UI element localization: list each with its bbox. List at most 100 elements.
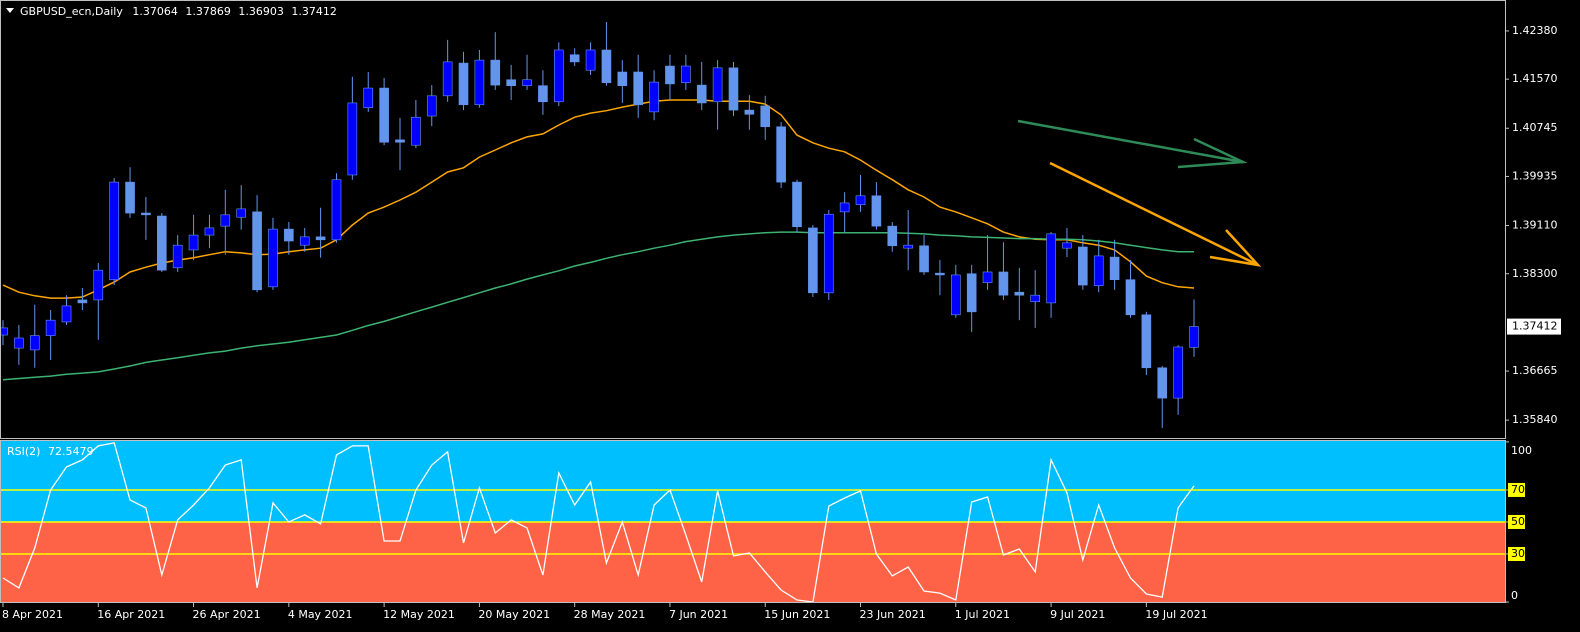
arrow-head — [1177, 137, 1248, 169]
arrow-shaft — [1049, 161, 1259, 267]
green-arrow — [1017, 119, 1248, 169]
candle-body — [77, 299, 88, 304]
chart-header: GBPUSD_ecn,Daily 1.37064 1.37869 1.36903… — [20, 5, 337, 18]
candle-body — [109, 181, 119, 281]
y-tick-label: 1.38300 — [1512, 267, 1558, 280]
candle-body — [553, 49, 564, 103]
candle-body — [966, 273, 977, 313]
candle-body — [665, 65, 675, 85]
x-tick-label: 19 Jul 2021 — [1145, 608, 1207, 621]
y-tick-label: 1.40745 — [1512, 121, 1558, 134]
candle-body — [681, 65, 691, 84]
candle-body — [1078, 246, 1088, 286]
candle-body — [617, 71, 628, 86]
price-frame — [0, 0, 1506, 439]
candle-body — [474, 59, 485, 106]
candle-body — [712, 67, 723, 103]
candle-body — [744, 109, 755, 115]
candle-body — [379, 87, 389, 143]
candle-body — [633, 71, 644, 106]
candle-body — [458, 62, 469, 106]
price-plot — [0, 22, 1199, 603]
x-tick-label: 9 Jul 2021 — [1050, 608, 1105, 621]
candle-body — [125, 181, 135, 214]
candle-body — [585, 49, 596, 71]
last-high: 1.37869 — [185, 5, 231, 18]
candle-body — [284, 228, 294, 242]
moving-average — [2, 231, 1194, 381]
candle-body — [14, 337, 24, 349]
candle-body — [728, 67, 739, 111]
candle-body — [315, 236, 326, 241]
candle-body — [871, 195, 882, 227]
rsi-frame — [0, 440, 1506, 603]
last-open: 1.37064 — [132, 5, 178, 18]
x-tick-label: 8 Apr 2021 — [2, 608, 63, 621]
rsi-last: 72.5479 — [48, 445, 94, 458]
candle-body — [935, 272, 945, 276]
rsi-tick-label: 30 — [1511, 547, 1525, 560]
candle-body — [141, 212, 151, 216]
candle-body — [61, 305, 72, 323]
x-tick-label: 1 Jul 2021 — [955, 608, 1010, 621]
candle-body — [490, 59, 501, 86]
moving-average — [2, 99, 1195, 299]
axes: 1.42380 1.41570 1.40745 1.39935 1.39110 1.383… — [2, 24, 1561, 621]
candle-body — [157, 215, 167, 271]
candle-body — [760, 105, 771, 128]
x-tick-label: 12 May 2021 — [383, 608, 455, 621]
rsi-tick-label: 0 — [1511, 589, 1518, 602]
candle-body — [1173, 346, 1183, 399]
candle-body — [188, 234, 199, 251]
candle-body — [220, 214, 231, 227]
candle-body — [172, 244, 183, 269]
candle-body — [1109, 256, 1120, 281]
last-close: 1.37412 — [291, 5, 337, 18]
y-tick-label: 1.39110 — [1512, 219, 1558, 232]
rsi-tick-label: 70 — [1511, 483, 1525, 496]
rsi-upper-zone — [1, 441, 1505, 522]
candle-body — [252, 211, 262, 291]
candle-body — [982, 271, 993, 283]
candle-body — [347, 102, 358, 176]
rsi-line — [2, 442, 1195, 603]
y-tick-label: 1.42380 — [1512, 24, 1558, 37]
current-price-box — [1507, 318, 1561, 335]
x-tick-label: 4 May 2021 — [288, 608, 353, 621]
menu-triangle[interactable] — [6, 8, 14, 13]
x-tick-label: 15 Jun 2021 — [764, 608, 830, 621]
candle-body — [601, 49, 612, 84]
candle-body — [1014, 291, 1025, 296]
candle-body — [93, 269, 104, 301]
candle-body — [1125, 279, 1136, 316]
x-tick-label: 16 Apr 2021 — [97, 608, 165, 621]
candle-body — [0, 327, 8, 336]
candle-body — [950, 274, 961, 316]
candle-body — [887, 225, 898, 247]
candle-body — [395, 139, 405, 143]
rsi-header: RSI(2) 72.5479 — [7, 445, 93, 458]
candle-body — [363, 87, 374, 109]
candle-body — [204, 227, 215, 236]
candle-body — [839, 202, 850, 213]
current-price-label: 1.37412 — [1512, 320, 1558, 333]
candle-body — [823, 213, 834, 294]
candle-body — [299, 236, 310, 246]
rsi-tick-badge — [1508, 514, 1525, 529]
candle-body — [776, 126, 786, 183]
candle-body — [1030, 294, 1040, 303]
candle-body — [1093, 255, 1104, 286]
y-tick-label: 1.35840 — [1512, 413, 1558, 426]
candle-body — [1141, 314, 1152, 369]
candle-body — [1046, 233, 1056, 304]
candle-body — [236, 208, 246, 218]
x-tick-label: 20 May 2021 — [478, 608, 550, 621]
orange-arrow — [1049, 161, 1262, 267]
candle-body — [29, 335, 40, 351]
x-tick-label: 26 Apr 2021 — [193, 608, 261, 621]
candle-body — [538, 85, 548, 103]
candle-body — [919, 245, 929, 273]
rsi-name: RSI(2) — [7, 445, 40, 458]
candle-body — [506, 79, 516, 86]
